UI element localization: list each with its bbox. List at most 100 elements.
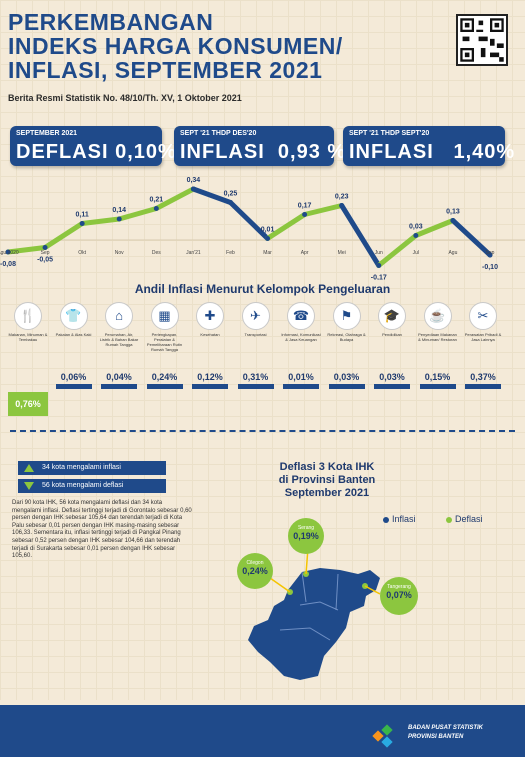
footer-bar: BADAN PUSAT STATISTIK PROVINSI BANTEN bbox=[0, 705, 525, 757]
chart-point bbox=[339, 203, 345, 208]
chart-point bbox=[413, 233, 419, 238]
chart-data-label: 0,23 bbox=[335, 194, 349, 201]
category-name: Perawatan Pribadi & Jasa Lainnya bbox=[464, 332, 502, 342]
chart-segment bbox=[339, 203, 382, 268]
category-name: Penyediaan Makanan & Minuman/ Restoran bbox=[418, 332, 457, 342]
chart-segment bbox=[376, 233, 419, 268]
chart-data-label: 0,01 bbox=[261, 227, 275, 234]
title-line-1: PERKEMBANGAN bbox=[8, 9, 214, 35]
chart-point bbox=[376, 263, 382, 268]
andil-value: 0,03% bbox=[379, 372, 405, 382]
category-name: Makanan, Minuman & Tembakau bbox=[8, 332, 48, 342]
chart-data-label: 0,13 bbox=[446, 209, 460, 216]
chart-data-label: 0,14 bbox=[112, 207, 126, 214]
kpi-value: INFLASI 0,93 % bbox=[180, 141, 347, 163]
andil-bar bbox=[328, 384, 365, 389]
house-icon: ⌂ bbox=[105, 302, 133, 330]
chart-x-tick-label: Apr bbox=[301, 250, 309, 256]
category-food: 🍴 Makanan, Minuman & Tembakau bbox=[8, 302, 48, 342]
chart-data-label: 0,11 bbox=[76, 212, 89, 219]
andil-bar bbox=[283, 384, 319, 389]
chart-segment bbox=[302, 203, 345, 217]
map-connector bbox=[364, 585, 381, 595]
andil-value: 0,03% bbox=[333, 372, 360, 382]
chart-x-tick-label: Okt bbox=[78, 250, 86, 256]
phone-icon: ☎ bbox=[287, 302, 315, 330]
chart-point bbox=[190, 186, 196, 192]
bps-logo-icon bbox=[372, 724, 393, 748]
title-line-2: INDEKS HARGA KONSUMEN/ bbox=[8, 33, 343, 59]
chart-data-label: 0,34 bbox=[187, 177, 201, 184]
line-chart-svg: -0,08Agu 2020-0,05Sep0,11Okt0,14Nov0,21D… bbox=[0, 177, 525, 282]
chart-point bbox=[5, 249, 11, 255]
category-furniture: ▦ Perlengkapan, Peralatan & Pemeliharaan … bbox=[145, 302, 185, 352]
chart-x-tick-label: Agu 2020 bbox=[0, 250, 19, 256]
chart-x-tick-label: Des bbox=[152, 250, 161, 256]
category-tools: ✂ Perawatan Pribadi & Jasa Lainnya bbox=[463, 302, 503, 342]
page-subtitle: Berita Resmi Statistik No. 48/10/Th. XV,… bbox=[8, 93, 242, 103]
andil-value: 0,15% bbox=[424, 372, 451, 382]
kpi-label: SEPT '21 THDP DES'20 bbox=[180, 130, 257, 137]
tools-icon: ✂ bbox=[469, 302, 497, 330]
health-icon: ✚ bbox=[196, 302, 224, 330]
chart-data-label: -0,10 bbox=[482, 264, 498, 271]
chart-point bbox=[79, 221, 85, 226]
chart-segment bbox=[116, 206, 159, 222]
graduation-icon: 🎓 bbox=[378, 302, 406, 330]
andil-value: 0,01% bbox=[288, 372, 314, 382]
category-name: Transportasi bbox=[244, 332, 267, 337]
category-health: ✚ Kesehatan bbox=[190, 302, 230, 337]
furniture-icon: ▦ bbox=[150, 302, 179, 330]
category-plane: ✈ Transportasi bbox=[236, 302, 276, 337]
legend-deflasi: 56 kota mengalami deflasi bbox=[18, 479, 166, 493]
shirt-icon: 👕 bbox=[59, 302, 88, 330]
kpi-label: SEPT '21 THDP SEPT'20 bbox=[349, 130, 430, 137]
andil-deflation-value: 0,76% bbox=[8, 392, 48, 416]
category-name: Pakaian & Alas Kaki bbox=[55, 332, 92, 337]
andil-value: 0,31% bbox=[242, 372, 269, 382]
plane-icon: ✈ bbox=[241, 302, 270, 330]
map-title: Deflasi 3 Kota IHK di Provinsi Banten Se… bbox=[278, 461, 376, 499]
map-legend-deflasi: Deflasi bbox=[446, 514, 483, 524]
chart-segment bbox=[79, 216, 122, 226]
city-bubble-serang: Serang 0,19% bbox=[288, 518, 324, 554]
kpi-value: DEFLASI 0,10% bbox=[16, 141, 177, 163]
category-phone: ☎ Informasi, Komunikasi & Jasa Keuangan bbox=[281, 302, 321, 342]
city-bubble-tangerang: Tangerang 0,07% bbox=[380, 577, 418, 615]
chart-point bbox=[265, 236, 271, 241]
chart-x-tick-label: Sep bbox=[486, 250, 495, 256]
divider-dashed bbox=[10, 430, 515, 432]
andil-bar bbox=[146, 384, 183, 389]
chart-segment bbox=[190, 186, 233, 205]
chart-x-tick-label: Mar bbox=[263, 250, 272, 256]
chart-x-tick-label: Jul bbox=[413, 250, 419, 256]
chart-segment bbox=[450, 218, 493, 258]
chart-segment bbox=[227, 200, 271, 241]
chart-point bbox=[450, 218, 456, 223]
category-shirt: 👕 Pakaian & Alas Kaki bbox=[54, 302, 94, 337]
category-house: ⌂ Perumahan, Air, Listrik & Bahan Bakar R… bbox=[99, 302, 139, 347]
andil-bar bbox=[419, 384, 456, 389]
chart-segment bbox=[42, 221, 85, 250]
dot-icon bbox=[446, 516, 452, 523]
summary-paragraph: Dari 90 kota IHK, 56 kota mengalami defl… bbox=[12, 500, 192, 560]
chart-x-tick-label: Jun bbox=[375, 250, 383, 256]
up-arrow-icon bbox=[24, 464, 34, 472]
chart-point bbox=[42, 245, 48, 250]
chart-data-label: -0,05 bbox=[37, 257, 53, 264]
chart-segment bbox=[265, 212, 308, 241]
food-icon: 🍴 bbox=[14, 302, 42, 330]
andil-value: 0,37% bbox=[470, 372, 496, 382]
map-borders bbox=[279, 571, 339, 641]
dot-icon bbox=[383, 516, 389, 523]
restaurant-icon: ☕ bbox=[423, 302, 452, 330]
category-graduation: 🎓 Pendidikan bbox=[372, 302, 412, 337]
chart-data-label: -0,17 bbox=[371, 275, 387, 281]
chart-point bbox=[302, 212, 308, 217]
qr-code-icon bbox=[456, 14, 508, 66]
city-bubble-cilegon: Cilegon 0,24% bbox=[237, 553, 273, 589]
andil-bar bbox=[237, 384, 274, 389]
andil-bar bbox=[55, 384, 92, 389]
footer-org-name: BADAN PUSAT STATISTIK PROVINSI BANTEN bbox=[408, 725, 483, 740]
andil-value: 0,12% bbox=[197, 372, 223, 382]
